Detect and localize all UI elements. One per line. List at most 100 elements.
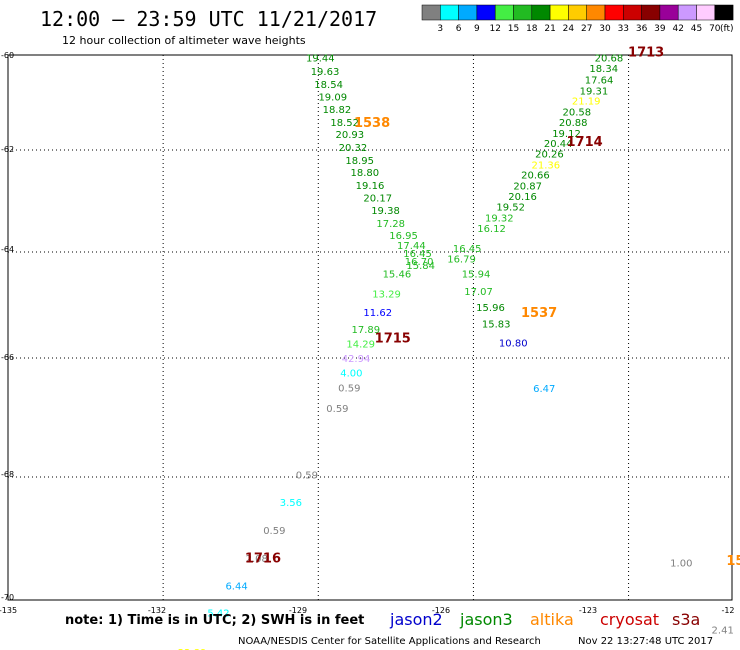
wave-height-label: 0.59: [338, 383, 360, 394]
wave-height-label: 2.41: [712, 626, 734, 637]
y-tick-label: -60: [1, 51, 14, 60]
y-tick-label: -64: [1, 245, 14, 254]
color-swatch: [696, 4, 716, 21]
satellite-name: s3a: [672, 610, 700, 629]
wave-height-label: 16.79: [447, 254, 476, 265]
color-swatch: [476, 4, 496, 21]
wave-height-label: 19.09: [318, 92, 347, 103]
wave-height-label: 14.29: [346, 340, 375, 351]
color-swatch-label: 36: [636, 24, 648, 34]
wave-height-label: 15.84: [406, 261, 435, 272]
wave-height-label: 6.44: [225, 581, 247, 592]
color-swatch-label: 9: [474, 24, 480, 34]
wave-height-label: 16.12: [477, 224, 506, 235]
x-tick-label: -123: [579, 606, 597, 615]
wave-height-label: 19.12: [552, 129, 581, 140]
y-tick-label: -62: [1, 145, 14, 154]
color-swatch-label: 24: [563, 24, 575, 34]
color-swatch-label: 12: [489, 24, 500, 34]
satellite-name: jason2: [389, 610, 443, 629]
wave-height-label: 18.82: [323, 105, 352, 116]
wave-height-label: 18.80: [351, 168, 380, 179]
color-swatch: [641, 4, 661, 21]
color-swatch: [549, 4, 569, 21]
color-swatch-label: 45: [691, 24, 702, 34]
footer-note: note: 1) Time is in UTC; 2) SWH is in fe…: [65, 613, 364, 628]
pass-time-label: 1714: [567, 135, 603, 150]
color-swatch-label: 3: [437, 24, 443, 34]
wave-height-label: 19.32: [485, 213, 514, 224]
x-tick-label: -12: [721, 606, 734, 615]
unit-label: (ft): [720, 24, 734, 34]
wave-height-label: 17.64: [585, 76, 614, 87]
wave-height-label: 13.29: [372, 289, 401, 300]
wave-height-label: 19.38: [371, 206, 400, 217]
wave-height-label: 10.80: [499, 339, 528, 350]
wave-height-label: 17.28: [376, 219, 405, 230]
wave-height-label: 20.66: [521, 171, 550, 182]
satellite-name: jason3: [459, 610, 513, 629]
satellite-name: altika: [530, 610, 574, 629]
color-swatch: [714, 4, 734, 21]
color-swatch-label: 70: [709, 24, 721, 34]
color-swatch: [623, 4, 642, 21]
color-swatch-label: 42: [672, 24, 683, 34]
wave-height-label: 20.87: [513, 181, 542, 192]
wave-height-label: 3.56: [280, 498, 302, 509]
plot-frame: [7, 54, 733, 601]
satellite-legend: jason2 jason3 altika cryosat s3a: [389, 610, 700, 629]
wave-height-label: 19.63: [311, 67, 340, 78]
color-swatch-label: 18: [526, 24, 538, 34]
y-tick-label: -68: [1, 470, 14, 479]
latitude-tick-labels: -60 -62 -64 -66 -68 -70: [1, 51, 14, 602]
color-swatch-label: 39: [654, 24, 666, 34]
color-swatch-label: 30: [599, 24, 611, 34]
wave-height-label: 11.62: [363, 308, 392, 319]
color-swatch: [440, 4, 459, 21]
color-swatch-label: 6: [456, 24, 462, 34]
wave-height-label: 15.96: [476, 303, 505, 314]
wave-height-label: 19.16: [356, 181, 385, 192]
chart-subtitle: 12 hour collection of altimeter wave hei…: [62, 34, 306, 47]
wave-height-label: 20.88: [559, 118, 588, 129]
wave-height-label: 21.19: [572, 97, 601, 108]
wave-height-label: 21.36: [532, 160, 561, 171]
color-swatch: [531, 4, 551, 21]
wave-height-label: 18.54: [314, 80, 343, 91]
wave-height-label: 1.00: [670, 559, 692, 570]
wave-height-label: 0.59: [296, 471, 318, 482]
wave-height-label: 16.70: [405, 257, 434, 268]
color-swatch: [586, 4, 606, 21]
pass-time-label: 1537: [521, 306, 557, 321]
wave-height-label: 18.95: [345, 156, 374, 167]
wave-height-label: 0.59: [263, 526, 285, 537]
color-swatch: [494, 4, 514, 21]
color-swatch: [513, 4, 533, 21]
lat-lon-grid: [8, 55, 732, 600]
y-tick-label: -66: [1, 353, 14, 362]
x-tick-label: -135: [0, 606, 17, 615]
color-swatch-label: 21: [544, 24, 555, 34]
color-swatch-label: 33: [618, 24, 629, 34]
pass-time-labels: 1538 1715 1537 1714 1713 1716 1536: [245, 45, 740, 569]
wave-height-label: 20.26: [535, 149, 564, 160]
wave-height-label: 18.52: [330, 118, 359, 129]
wave-height-label: 20.32: [339, 143, 368, 154]
wave-height-label: 19.44: [306, 53, 335, 64]
wave-height-label: 42.94: [342, 354, 371, 365]
wave-height-label: 19.52: [496, 203, 525, 214]
pass-time-label: 1536: [726, 554, 740, 569]
longitude-tick-labels: -135 -132 -129 -126 -123 -12: [0, 606, 735, 615]
wave-height-label: 20.44: [544, 139, 573, 150]
color-swatch: [659, 4, 679, 21]
color-swatch: [458, 4, 478, 21]
pass-time-label: 1538: [354, 116, 390, 131]
pass-time-label: 1716: [245, 551, 281, 566]
wave-height-label: 20.16: [508, 192, 537, 203]
wave-height-label: 16.45: [403, 249, 432, 260]
wave-height-label: 15.94: [462, 270, 491, 281]
wave-height-label: 17.07: [464, 287, 493, 298]
wave-height-label: 6.47: [533, 384, 555, 395]
